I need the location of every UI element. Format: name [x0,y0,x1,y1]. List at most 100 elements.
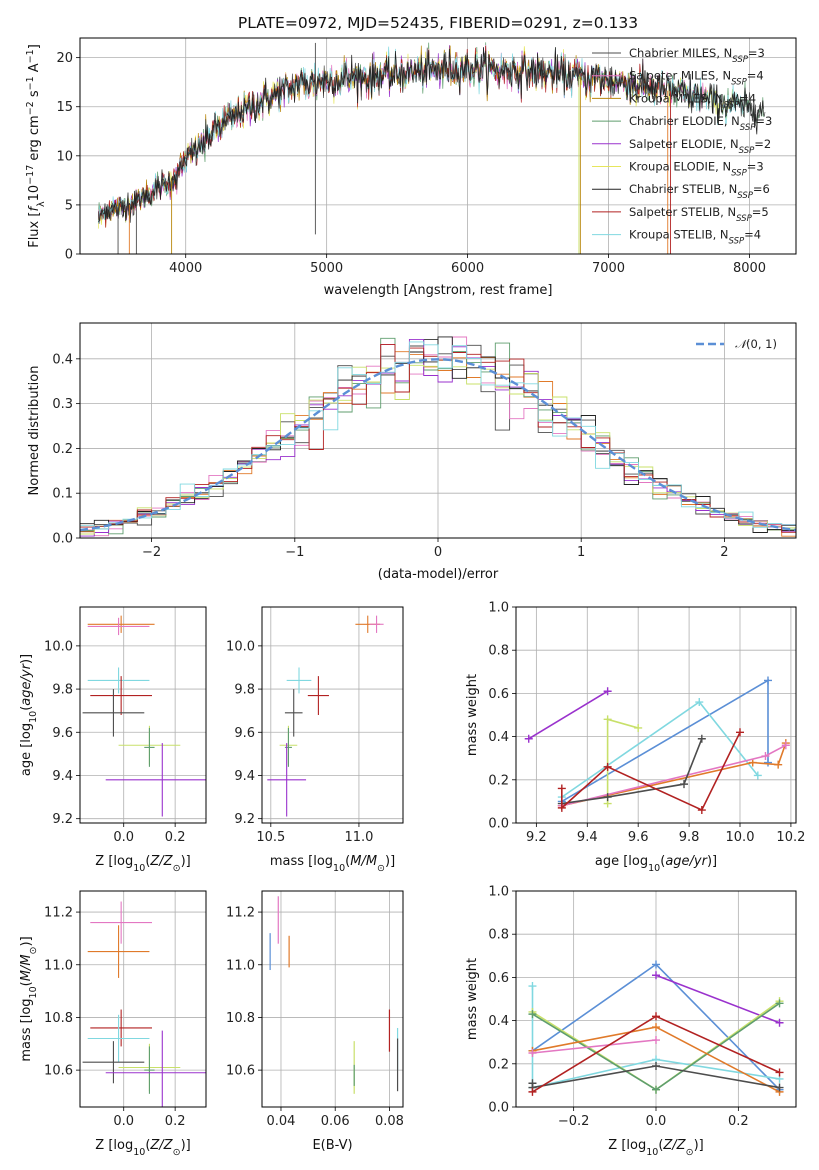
weight-series [603,715,643,808]
weight-point-marker [528,982,537,991]
y-tick-label: 0.0 [488,1101,509,1116]
weight-point-marker [652,960,660,969]
y-tick-label: 0.0 [52,532,73,547]
weight-point-marker [764,676,772,685]
weight-point-marker [528,1087,537,1096]
y-tick-label: 0.8 [488,928,509,943]
y-tick-label: 10.0 [226,639,255,654]
weight-point-marker [603,687,612,696]
legend-entry: Kroupa MILES, NSSP=4 [629,91,756,110]
x-tick-label: 6000 [451,261,484,276]
y-tick-label: 10.8 [44,1011,73,1026]
x-tick-label: 0.0 [113,830,134,845]
y-tick-label: 10.8 [226,1011,255,1026]
legend: Chabrier MILES, NSSP=3 Salpeter MILES, NS… [592,46,772,247]
y-tick-label: 0.8 [488,644,509,659]
y-tick-label: 10.6 [226,1064,255,1079]
plot-area [82,901,206,1107]
weight-point-marker [603,715,612,724]
weight-point-marker [697,806,706,815]
y-tick-label: 9.4 [234,769,255,784]
x-axis-label: age [log10(age/yr)] [595,854,717,874]
errorbar-point [82,1041,145,1084]
y-tick-label: 5 [65,198,73,213]
x-tick-label: −2 [142,545,161,560]
weight-series-line [532,1039,657,1054]
plot-area [80,336,796,538]
errorbar-point [144,1046,155,1094]
x-tick-label: −0.2 [558,1114,590,1129]
y-tick-label: 11.0 [44,958,73,973]
legend-entry: 𝒩(0, 1) [735,337,777,351]
spectrum-series-line [98,47,764,223]
weight-series [652,971,784,1027]
weight-point-marker [652,1036,660,1045]
legend-entry: Chabrier MILES, NSSP=3 [629,46,765,65]
x-tick-label: 0 [434,545,442,560]
y-tick-label: 11.2 [226,906,255,921]
weight-point-marker [528,1049,537,1057]
x-tick-label: 0.2 [165,830,186,845]
weight-point-marker [695,698,704,707]
y-axis-label: mass weight [465,674,480,756]
panel-age-vs-Z: 0.0 0.2 9.2 9.4 9.6 9.8 10.0 Z [log10(Z/Z⊙)] age… [19,606,207,874]
y-tick-label: 9.6 [234,726,255,741]
axes-frame [79,890,207,1108]
errorbar-point [144,727,155,767]
y-tick-label: 9.8 [234,683,255,698]
y-tick-label: 9.4 [52,769,73,784]
weight-point-marker [603,762,612,771]
y-axis-label: Flux [fλ10−17 erg cm−2 s−1 A−1] [25,44,47,248]
panel-weight-vs-age: 9.2 9.4 9.6 9.8 10.0 10.2 0.0 0.2 0.4 0.6 0.8 1.0 ag… [465,601,805,874]
errorbar-point [87,667,150,694]
legend-entry: Salpeter MILES, NSSP=4 [629,69,764,88]
weight-point-marker [761,752,770,761]
plot-area [269,896,399,1094]
weight-series [557,734,706,808]
residual-histogram [80,341,796,538]
legend-entry: Chabrier STELIB, NSSP=6 [629,182,770,201]
weight-series [524,687,612,743]
x-tick-label: 9.8 [679,830,700,845]
x-tick-label: 9.2 [526,830,547,845]
errorbar-point [87,925,150,978]
weight-series [528,1012,784,1096]
x-tick-label: 9.4 [577,830,598,845]
y-tick-label: 0.4 [52,352,73,367]
errorbar-point [284,727,292,767]
legend-entry: Salpeter ELODIE, NSSP=2 [629,137,771,156]
x-tick-label: 0.0 [113,1114,134,1129]
x-tick-label: 4000 [169,261,202,276]
errorbar-point [90,901,152,944]
axes-frame [261,890,404,1108]
y-tick-label: 10 [56,149,73,164]
x-axis-label: Z [log10(Z/Z⊙)] [95,854,190,874]
y-tick-label: 0.1 [52,487,73,502]
panel-spectrum: 4000 5000 6000 7000 8000 0 5 10 15 20 PLATE=0972, … [25,14,797,298]
y-tick-label: 9.8 [52,683,73,698]
plot-area [267,615,384,817]
y-tick-label: 15 [56,100,73,115]
y-tick-label: 0.2 [488,1057,509,1072]
errorbar-point [82,689,145,737]
errorbar-point [284,689,303,737]
y-tick-label: 9.2 [234,812,255,827]
x-tick-label: 9.6 [628,830,649,845]
plot-area [82,615,206,817]
axes-frame [79,37,797,255]
legend-entry: Salpeter STELIB, NSSP=5 [629,205,769,224]
panel-weight-vs-Z: −0.2 0.0 0.2 0.0 0.2 0.4 0.6 0.8 1.0 Z [log10(Z/Z… [465,885,797,1158]
errorbar-point [90,1009,152,1047]
x-tick-label: 0.0 [646,1114,667,1129]
y-tick-label: 0.4 [488,1014,509,1029]
y-tick-label: 0.4 [488,730,509,745]
x-axis-label: wavelength [Angstrom, rest frame] [324,283,553,298]
y-tick-label: 1.0 [488,885,509,900]
chart-title: PLATE=0972, MJD=52435, FIBERID=0291, z=0… [238,14,638,32]
weight-point-marker [774,760,783,769]
weight-series-line [561,679,769,803]
weight-point-marker [775,1018,784,1027]
y-tick-label: 0.3 [52,397,73,412]
panel-residuals: −2 −1 0 1 2 0.0 0.1 0.2 0.3 0.4 (data-model)/error… [27,322,797,582]
